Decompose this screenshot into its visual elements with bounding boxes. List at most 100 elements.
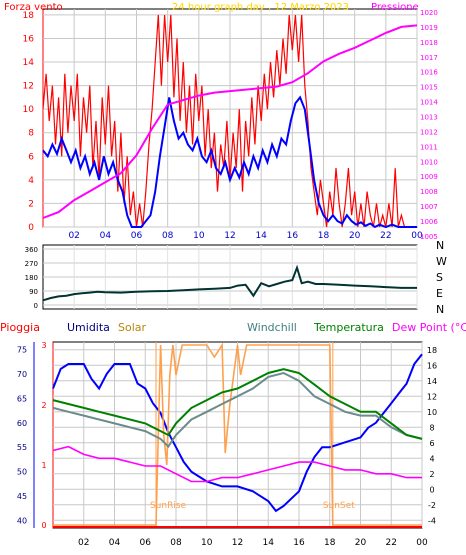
panel1-right-tick-label: 1011 — [420, 143, 438, 151]
panel3-x-tick-label: 10 — [201, 538, 213, 548]
panel1-right-tick-label: 1008 — [420, 188, 438, 196]
panel1-x-tick-label: 08 — [162, 231, 174, 241]
panel1-title: 24 hour graph day , 12 Marzo 2023 — [172, 2, 349, 13]
panel3-right-tick-label: 4 — [429, 454, 434, 463]
panel1-left-tick-label: 8 — [28, 129, 34, 139]
panel3-humidity-line — [52, 353, 423, 513]
panel3-dewpoint-line — [52, 445, 422, 483]
panel1-x-tick-label: 00 — [411, 231, 423, 241]
panel1-x-tick-label: 02 — [68, 231, 79, 241]
panel2-direction-label: S — [436, 271, 443, 284]
panel1-x-tick-label: 16 — [287, 231, 299, 241]
panel1-left-tick-label: 12 — [23, 82, 34, 92]
panel1-left-tick-label: 10 — [23, 105, 35, 115]
panel1-x-tick-label: 22 — [380, 231, 391, 241]
panel3-left-tick-label: 50 — [17, 468, 27, 477]
panel3-x-tick-label: 14 — [263, 538, 275, 548]
panel1-right-tick-label: 1014 — [420, 99, 438, 107]
panel2-direction-label: E — [436, 287, 443, 300]
panel1-right-tick-label: 1006 — [420, 218, 438, 226]
legend-dewpoint: Dew Point (°C) — [392, 321, 466, 334]
panel3-x-tick-label: 00 — [416, 538, 428, 548]
panel1-right-tick-label: 1017 — [420, 54, 438, 62]
panel3-rain-tick-label: 2 — [41, 401, 46, 410]
panel3-right-tick-label: 8 — [429, 423, 434, 432]
panel1-right-tick-label: 1015 — [420, 84, 438, 92]
panel2-direction-label: N — [436, 303, 444, 316]
panel3-x-tick-label: 02 — [78, 538, 89, 548]
legend-solar: Solar — [118, 321, 147, 334]
panel3-x-tick-label: 22 — [386, 538, 397, 548]
panel1-x-tick-label: 10 — [193, 231, 205, 241]
panel3-x-tick-label: 18 — [324, 538, 336, 548]
panel1-x-tick-label: 12 — [224, 231, 235, 241]
panel3-rain-tick-label: 3 — [41, 341, 46, 350]
panel3-right-tick-label: -2 — [428, 501, 436, 510]
sunrise-label: SunRise — [150, 501, 187, 511]
panel3-right-tick-label: 10 — [427, 408, 437, 417]
panel3-x-tick-label: 06 — [140, 538, 152, 548]
panel3-left-tick-label: 55 — [17, 443, 27, 452]
panel3-x-tick-label: 08 — [170, 538, 182, 548]
panel3-left-tick-label: 60 — [17, 419, 27, 428]
panel1-right-tick-label: 1016 — [420, 69, 438, 77]
panel3-temperature-line — [52, 368, 423, 440]
panel1-right-label: Pressione — [371, 2, 419, 13]
panel2-direction-label: W — [436, 255, 447, 268]
panel1-left-tick-label: 18 — [23, 11, 35, 21]
panel1-x-tick-label: 14 — [255, 231, 267, 241]
panel2-left-tick-label: 270 — [25, 260, 38, 268]
panel1-x-tick-label: 20 — [349, 231, 361, 241]
panel3-left-tick-label: 40 — [17, 517, 27, 526]
panel3-x-tick-label: 04 — [109, 538, 121, 548]
legend-rain: Pioggia — [0, 321, 40, 334]
panel1-left-tick-label: 14 — [23, 58, 35, 68]
panel1-x-tick-label: 04 — [100, 231, 112, 241]
panel3-right-tick-label: 14 — [427, 377, 437, 386]
panel2-left-tick-label: 90 — [29, 288, 38, 296]
panel3-left-tick-label: 75 — [17, 345, 27, 354]
panel3-left-tick-label: 65 — [17, 394, 27, 403]
panel3-x-tick-label: 20 — [355, 538, 367, 548]
panel3-right-tick-label: 6 — [429, 439, 434, 448]
panel2-left-tick-label: 180 — [25, 274, 38, 282]
panel1-gust-line — [42, 14, 417, 228]
panel3-right-tick-label: 12 — [427, 392, 437, 401]
panel3-left-tick-label: 45 — [17, 492, 27, 501]
panel1-left-tick-label: 0 — [28, 223, 34, 233]
panel1-left-tick-label: 4 — [28, 176, 34, 186]
panel1-right-tick-label: 1009 — [420, 173, 438, 181]
panel3-rain-tick-label: 0 — [41, 521, 46, 530]
sunset-label: SunSet — [323, 501, 355, 511]
legend-windchill: Windchill — [247, 321, 297, 334]
panel1-left-label: Forza vento — [4, 2, 63, 13]
panel3-right-tick-label: -4 — [428, 516, 436, 525]
panel3-right-tick-label: 16 — [427, 361, 437, 370]
panel1-right-tick-label: 1020 — [420, 9, 438, 17]
panel2-left-tick-label: 0 — [34, 302, 38, 310]
panel1-pressure-line — [42, 24, 418, 219]
panel3-right-tick-label: 2 — [429, 470, 434, 479]
panel3-left-tick-label: 70 — [17, 370, 27, 379]
panel2-direction-label: N — [436, 239, 444, 252]
panel1-left-tick-label: 16 — [23, 34, 35, 44]
panel3-x-tick-label: 12 — [232, 538, 243, 548]
panel1-right-tick-label: 1019 — [420, 24, 438, 32]
panel1-right-tick-label: 1010 — [420, 158, 438, 166]
panel1-x-tick-label: 06 — [131, 231, 143, 241]
panel1-right-tick-label: 1013 — [420, 114, 438, 122]
panel1-left-tick-label: 2 — [28, 199, 34, 209]
panel2-left-tick-label: 360 — [25, 246, 38, 254]
panel1-left-tick-label: 6 — [28, 152, 34, 162]
panel3-right-tick-label: 0 — [429, 485, 434, 494]
panel3-windchill-line — [52, 371, 423, 449]
panel3-right-tick-label: 18 — [427, 346, 437, 355]
panel1-right-tick-label: 1012 — [420, 128, 438, 136]
panel1-right-tick-label: 1007 — [420, 203, 438, 211]
panel3-rain-tick-label: 1 — [41, 461, 46, 470]
panel1-right-tick-label: 1018 — [420, 39, 438, 47]
panel3-x-tick-label: 16 — [293, 538, 305, 548]
panel2-direction-line — [42, 264, 417, 302]
